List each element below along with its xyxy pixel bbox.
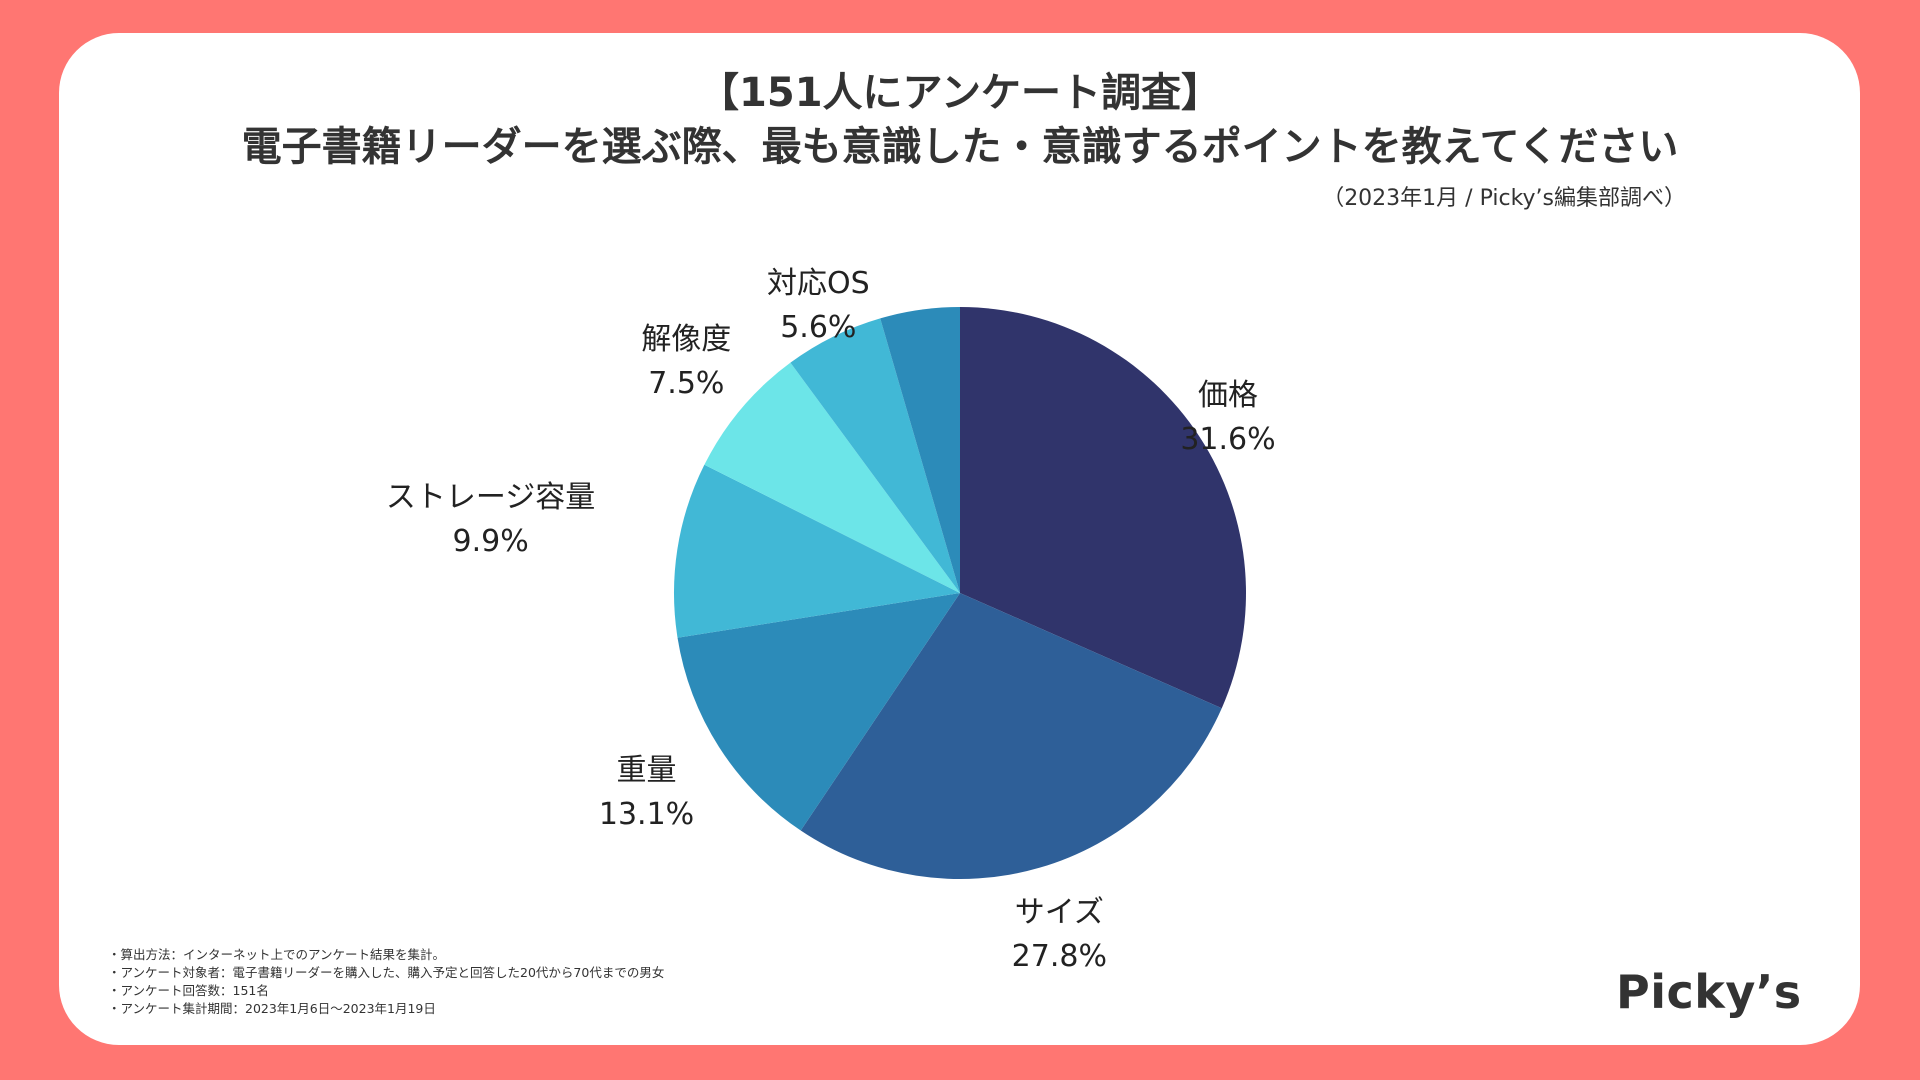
pie-slice-4 bbox=[674, 464, 960, 638]
slice-category-label: 解像度 bbox=[641, 322, 732, 358]
slice-label-2: サイズ 27.8% bbox=[1012, 891, 1107, 979]
note-target: ・アンケート対象者：電子書籍リーダーを購入した、購入予定と回答した20代から70… bbox=[108, 965, 665, 980]
pie-slice-7 bbox=[880, 307, 960, 593]
pie-slice-5 bbox=[704, 362, 960, 593]
slice-category-label: ストレージ容量 bbox=[385, 480, 596, 516]
survey-notes: ・算出方法：インターネット上でのアンケート結果を集計。 ・アンケート対象者：電子… bbox=[108, 946, 664, 1018]
pie-slice-1 bbox=[960, 307, 1247, 709]
slice-label-5: 解像度 7.5% bbox=[641, 318, 731, 406]
source-note: （2023年1月 / Picky’s編集部調べ） bbox=[1322, 186, 1686, 211]
slice-label-6: 対応OS 5.6% bbox=[767, 262, 870, 350]
note-method: ・算出方法：インターネット上でのアンケート結果を集計。 bbox=[108, 947, 446, 962]
slice-value-label: 7.5% bbox=[648, 366, 725, 402]
slice-category-label: 価格 bbox=[1198, 378, 1258, 414]
note-count: ・アンケート回答数：151名 bbox=[108, 983, 269, 998]
survey-title: 【151人にアンケート調査】 bbox=[699, 70, 1221, 116]
pie-slice-6 bbox=[790, 318, 960, 593]
slice-category-label: 重量 bbox=[616, 753, 677, 789]
pie-slice-2 bbox=[800, 593, 1222, 880]
slice-value-label: 5.6% bbox=[780, 310, 857, 346]
slice-category-label: サイズ bbox=[1014, 894, 1104, 930]
question-title: 電子書籍リーダーを選ぶ際、最も意識した・意識するポイントを教えてください bbox=[241, 124, 1679, 170]
slice-label-1: 価格 31.6% bbox=[1180, 374, 1275, 462]
slice-label-3: 重量 13.1% bbox=[599, 749, 694, 837]
slice-value-label: 13.1% bbox=[598, 797, 695, 833]
slice-category-label: 対応OS bbox=[766, 266, 870, 302]
note-period: ・アンケート集計期間：2023年1月6日〜2023年1月19日 bbox=[108, 1001, 436, 1016]
pie-slice-3 bbox=[677, 593, 960, 831]
slice-value-label: 9.9% bbox=[452, 524, 529, 560]
slice-value-label: 27.8% bbox=[1011, 938, 1107, 974]
slice-label-4: ストレージ容量 9.9% bbox=[386, 476, 595, 564]
pickys-logo: Picky’s bbox=[1616, 965, 1802, 1019]
slice-value-label: 31.6% bbox=[1180, 422, 1276, 458]
